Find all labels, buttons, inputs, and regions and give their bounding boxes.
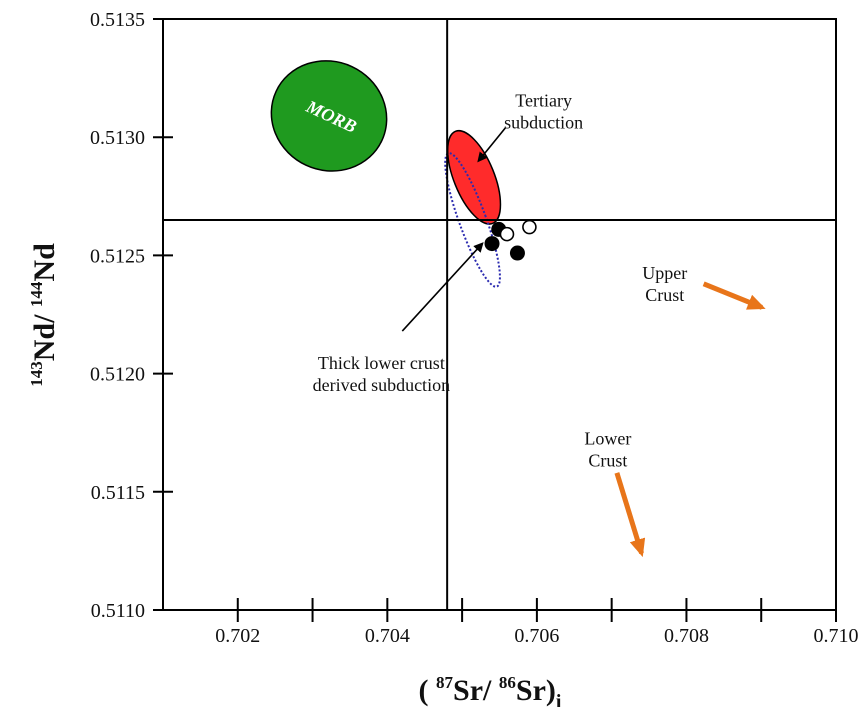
annotation-line: Upper: [642, 263, 687, 283]
x-tick-label-1: 0.702: [215, 625, 260, 647]
x-axis-title-part: 87: [436, 673, 454, 692]
x-axis-title-part: Sr): [516, 674, 556, 707]
plot-frame: [162, 18, 837, 611]
y-tick-label-2: 0.5115: [91, 482, 145, 504]
field-1: [270, 60, 388, 172]
annotation-line: Crust: [588, 451, 627, 471]
y-axis-title-part: 144: [27, 281, 46, 307]
x-axis-title-part: 86: [499, 673, 516, 692]
annotation-line: Tertiary: [515, 90, 572, 110]
x-tick-label-5: 0.706: [514, 625, 559, 647]
annotation-line: derived subduction: [313, 375, 450, 395]
filled-point-3: [509, 245, 525, 261]
y-axis-title-part: 143: [27, 361, 46, 387]
x-tick-label-3: 0.704: [365, 625, 410, 647]
y-tick-label-3: 0.5120: [90, 364, 145, 386]
y-tick-label-4: 0.5125: [90, 245, 145, 267]
y-tick-label-6: 0.5135: [90, 9, 145, 31]
x-axis-title-part: (: [419, 674, 437, 707]
x-axis-title-part: i: [556, 691, 562, 707]
field-2: [446, 129, 502, 225]
annotation-arrow-1: [477, 127, 507, 163]
annotation-line: subduction: [504, 112, 583, 132]
y-axis-title-part: Nd/: [28, 307, 61, 361]
filled-point-2: [484, 236, 500, 252]
annotation-line: Thick lower crust: [318, 353, 445, 373]
annotation-label-3: Upper Crust: [642, 263, 687, 305]
y-tick-label-1: 0.5110: [91, 600, 145, 622]
annotation-label-1: Tertiary subduction: [504, 90, 583, 132]
open-point-1: [499, 226, 515, 242]
annotation-line: Lower: [584, 429, 631, 449]
y-axis-title: 143Nd/ 144Nd: [27, 243, 61, 387]
x-axis-title: ( 87Sr/ 86Sr)i: [419, 673, 562, 707]
field-3: [444, 152, 501, 288]
x-tick-label-7: 0.708: [664, 625, 709, 647]
x-tick-label-9: 0.710: [814, 625, 859, 647]
annotation-label-2: Thick lower crust derived subduction: [313, 353, 450, 395]
annotation-label-4: Lower Crust: [584, 429, 631, 471]
y-axis-title-part: Nd: [28, 243, 61, 282]
annotation-line: Crust: [645, 285, 684, 305]
annotation-arrow-2: [401, 242, 484, 332]
annotation-arrow-3: [702, 281, 766, 310]
annotation-arrow-4: [614, 472, 646, 558]
y-tick-label-5: 0.5130: [90, 127, 145, 149]
x-axis-title-part: Sr/: [453, 674, 499, 707]
open-point-2: [522, 219, 537, 235]
